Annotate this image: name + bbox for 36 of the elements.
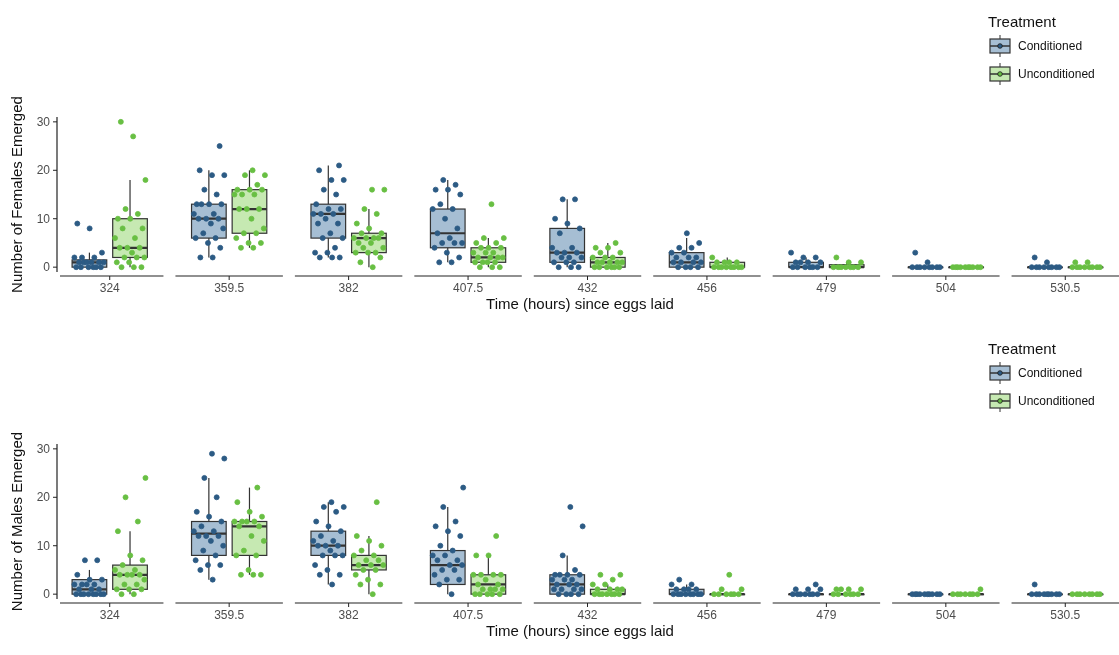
- y-tick-label: 0: [43, 587, 51, 602]
- x-tick-label: 324: [99, 608, 121, 622]
- y-tick-label: 30: [36, 115, 51, 130]
- x-tick-label: 432: [577, 608, 598, 622]
- y-tick-label: 30: [36, 442, 51, 457]
- x-tick-label: 479: [816, 281, 837, 295]
- x-tick-label: 407.5: [453, 608, 484, 622]
- x-tick-label: 504: [935, 608, 957, 622]
- x-tick-label: 456: [696, 608, 718, 622]
- x-tick-label: 359.5: [214, 608, 245, 622]
- x-tick-label: 456: [696, 281, 718, 295]
- y-tick-label: 10: [36, 538, 51, 553]
- x-tick-label: 407.5: [453, 281, 484, 295]
- x-axis-title: Time (hours) since eggs laid: [486, 622, 674, 639]
- y-tick-label: 0: [43, 260, 51, 275]
- legend-label: Unconditioned: [1018, 394, 1095, 409]
- x-axis-title: Time (hours) since eggs laid: [486, 295, 674, 312]
- x-tick-label: 479: [816, 608, 837, 622]
- legend-title: Treatment: [988, 340, 1057, 358]
- y-tick-label: 20: [36, 490, 51, 505]
- y-axis-title: Number of Females Emerged: [8, 96, 25, 293]
- x-tick-label: 359.5: [214, 281, 245, 295]
- x-tick-label: 324: [99, 281, 121, 295]
- legend-label: Conditioned: [1018, 39, 1083, 54]
- y-axis-title: Number of Males Emerged: [8, 431, 25, 612]
- x-tick-label: 530.5: [1050, 608, 1081, 622]
- y-tick-label: 20: [36, 163, 51, 178]
- legend-label: Unconditioned: [1018, 67, 1095, 82]
- legend-label: Conditioned: [1018, 366, 1083, 381]
- x-tick-label: 382: [338, 281, 359, 295]
- legend-title: Treatment: [988, 13, 1057, 31]
- x-tick-label: 504: [935, 281, 957, 295]
- y-tick-label: 10: [36, 211, 51, 226]
- x-tick-label: 530.5: [1050, 281, 1081, 295]
- x-tick-label: 432: [577, 281, 598, 295]
- x-tick-label: 382: [338, 608, 359, 622]
